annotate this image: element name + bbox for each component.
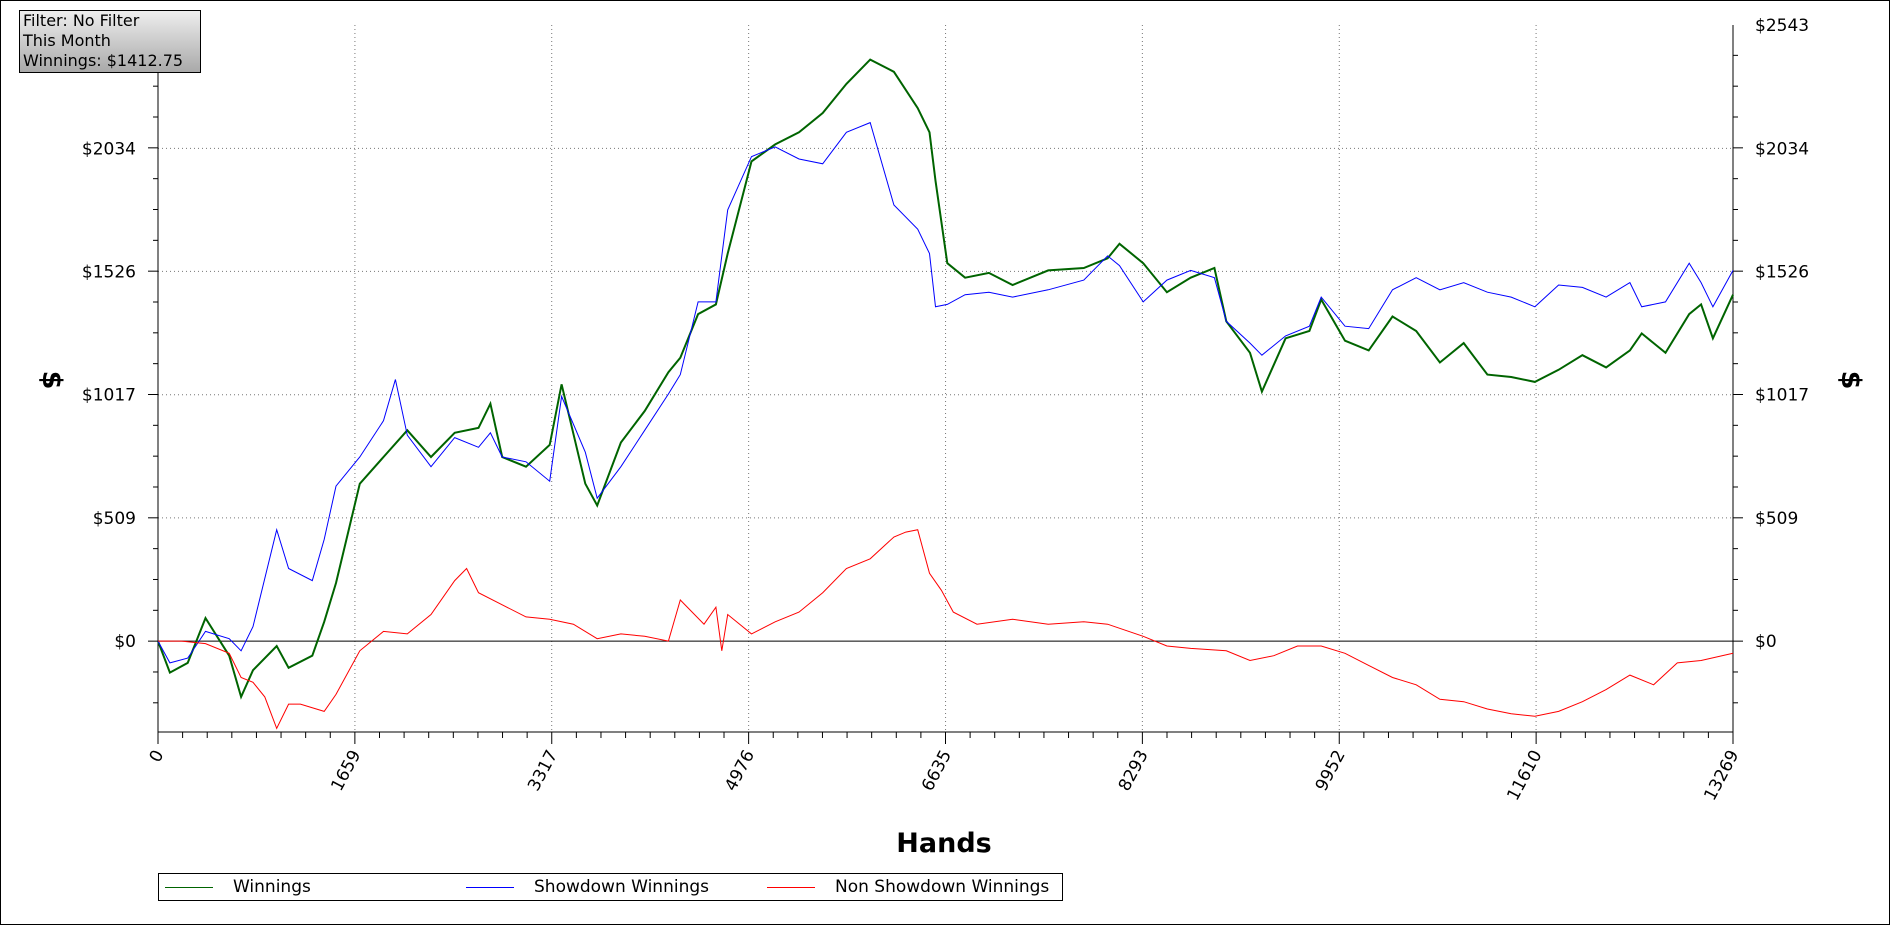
y-tick-label-left: $509 [93, 509, 136, 529]
legend-item-showdown: Showdown Winnings [466, 874, 709, 900]
y-axis-title-right: $ [1835, 371, 1866, 390]
period-text: This Month [23, 31, 111, 50]
y-tick-label-right: $2543 [1755, 16, 1809, 36]
legend-label: Winnings [233, 877, 311, 897]
x-tick-label: 0 [146, 747, 169, 766]
y-tick-label-left: $2034 [82, 139, 136, 159]
legend-swatch [466, 886, 514, 888]
legend-item-non-showdown: Non Showdown Winnings [767, 874, 1049, 900]
gridlines [158, 25, 1733, 732]
legend-label: Non Showdown Winnings [835, 877, 1050, 897]
axes [148, 25, 1743, 744]
x-tick-label: 13269 [1700, 747, 1743, 804]
x-tick-label: 11610 [1503, 747, 1546, 804]
x-tick-label: 3317 [524, 747, 562, 795]
y-axis-title-left: $ [36, 371, 67, 390]
y-tick-label-left: $0 [114, 632, 136, 652]
series-line-non-showdown-winnings [158, 529, 1734, 730]
legend-swatch [165, 886, 213, 888]
legend-item-winnings: Winnings [165, 874, 311, 900]
summary-box: Filter: No Filter This Month Winnings: $… [19, 10, 201, 73]
y-tick-label-right: $2034 [1755, 139, 1809, 159]
winnings-total-text: Winnings: $1412.75 [23, 51, 184, 70]
x-tick-label: 6635 [918, 747, 956, 795]
legend-label: Showdown Winnings [534, 877, 709, 897]
x-tick-label: 8293 [1115, 747, 1153, 795]
x-tick-label: 1659 [327, 747, 365, 795]
y-tick-label-right: $509 [1755, 509, 1798, 529]
x-axis-title: Hands [896, 828, 991, 859]
y-tick-label-left: $1526 [82, 262, 136, 282]
legend: Winnings Showdown Winnings Non Showdown … [158, 873, 1063, 901]
y-tick-label-left: $1017 [82, 386, 136, 406]
filter-text: Filter: No Filter [23, 11, 140, 30]
legend-swatch [767, 886, 815, 888]
x-tick-label: 4976 [721, 747, 759, 795]
series-lines [157, 58, 1734, 730]
y-tick-label-right: $1017 [1755, 386, 1809, 406]
x-tick-label: 9952 [1312, 747, 1350, 795]
y-tick-label-right: $1526 [1755, 262, 1809, 282]
series-line-showdown-winnings [157, 121, 1734, 664]
y-tick-label-right: $0 [1755, 632, 1777, 652]
series-line-winnings [157, 58, 1734, 700]
